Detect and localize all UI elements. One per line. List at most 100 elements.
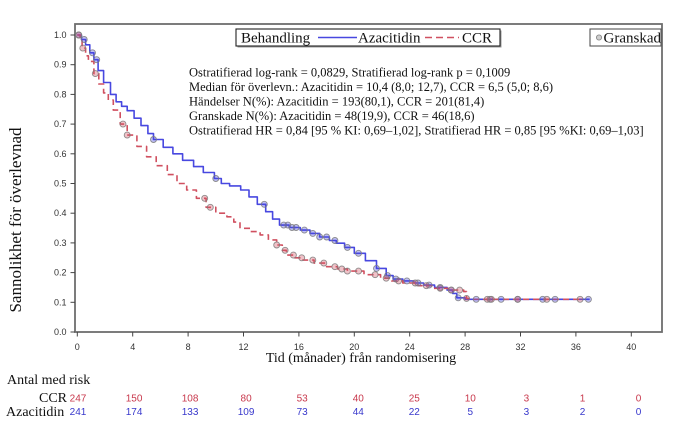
censor-mark-ccr — [309, 256, 317, 264]
censor-legend-label: Granskad — [604, 31, 662, 47]
censor-mark-ccr — [514, 295, 522, 303]
censor-mark-ccr — [463, 294, 470, 302]
censor-mark-ccr — [543, 295, 551, 303]
at-risk-value-ccr: 0 — [636, 394, 642, 405]
censor-mark-azacitidin — [373, 264, 380, 272]
y-tick-label: 0.0 — [54, 327, 67, 337]
censor-mark-azacitidin — [260, 200, 268, 208]
censor-mark-ccr — [371, 271, 379, 279]
x-tick-label: 36 — [571, 342, 581, 352]
x-axis-title: Tid (månader) från randomisering — [266, 351, 456, 366]
stats-events: Händelser N(%): Azacitidin = 193(80,1), … — [189, 95, 484, 109]
censor-mark-ccr — [281, 246, 289, 254]
censor-mark-ccr — [123, 131, 131, 139]
at-risk-value-ccr: 1 — [580, 394, 586, 405]
at-risk-value-azacitidin: 241 — [70, 407, 87, 418]
censor-legend: Granskad — [589, 28, 662, 47]
at-risk-value-ccr: 10 — [465, 394, 477, 405]
x-tick-label: 28 — [460, 342, 470, 352]
legend-box — [235, 28, 501, 47]
at-risk-value-ccr: 3 — [524, 394, 530, 405]
censor-mark-ccr — [273, 241, 281, 249]
x-tick-label: 40 — [626, 342, 636, 352]
y-tick-label: 0.2 — [54, 268, 67, 278]
censor-mark-azacitidin — [323, 233, 331, 241]
x-tick-label: 24 — [405, 342, 415, 352]
y-tick-label: 0.1 — [54, 297, 67, 307]
censor-mark-ccr — [201, 194, 209, 202]
at-risk-value-azacitidin: 5 — [468, 407, 474, 418]
censor-mark-ccr — [576, 295, 584, 303]
censor-mark-azacitidin — [551, 295, 559, 303]
treatment-legend: Behandling Azacitidin CCR — [235, 28, 502, 48]
censor-mark-azacitidin — [212, 175, 220, 182]
censor-mark-azacitidin — [331, 237, 339, 244]
curve-ccr — [77, 34, 581, 301]
at-risk-value-ccr: 25 — [409, 394, 421, 405]
censor-mark-ccr — [487, 295, 495, 303]
censor-mark-ccr — [456, 286, 464, 294]
at-risk-value-ccr: 247 — [70, 394, 87, 405]
censor-mark-azacitidin — [93, 56, 101, 64]
at-risk-value-azacitidin: 2 — [580, 407, 586, 418]
censor-mark-azacitidin — [343, 243, 351, 251]
x-tick-label: 32 — [515, 342, 525, 352]
x-tick-label: 16 — [294, 342, 304, 352]
x-tick-label: 20 — [349, 342, 359, 352]
y-tick-label: 0.3 — [54, 238, 67, 248]
censor-mark-azacitidin — [292, 224, 300, 231]
censor-mark-ccr — [395, 277, 403, 285]
censor-mark-ccr — [331, 263, 339, 271]
censor-mark-ccr — [320, 259, 328, 267]
censor-mark-ccr — [206, 203, 214, 211]
censor-mark-ccr — [91, 70, 99, 78]
at-risk-value-azacitidin: 0 — [636, 407, 642, 418]
y-tick-label: 0.4 — [54, 208, 67, 218]
at-risk-title: Antal med risk — [7, 373, 90, 388]
y-tick-label: 0.5 — [54, 179, 67, 189]
y-tick-label: 0.7 — [54, 119, 67, 129]
at-risk-value-azacitidin: 174 — [126, 407, 143, 418]
at-risk-table: Antal med risk CCR Azacitidin 247 1 5 0 108 8… — [6, 373, 642, 420]
censor-mark-azacitidin — [150, 136, 157, 143]
censor-mark-azacitidin — [403, 277, 411, 285]
stats-median: Median för överlevn.: Azacitidin = 10,4 … — [189, 80, 553, 94]
stats-hazard-ratio: Ostratifierad HR = 0,84 [95 % KI: 0,69–1… — [189, 124, 644, 138]
plot-frame — [74, 23, 663, 333]
censor-mark-ccr — [382, 274, 390, 282]
censor-mark-azacitidin — [89, 49, 96, 57]
x-tick-label: 0 — [75, 342, 80, 352]
at-risk-value-ccr: 53 — [297, 394, 309, 405]
censor-mark-azacitidin — [80, 36, 88, 43]
censor-mark-ccr — [355, 267, 362, 275]
censor-mark-azacitidin — [497, 295, 505, 303]
legend-ccr-label: CCR — [462, 31, 492, 47]
censor-mark-ccr — [119, 120, 127, 128]
legend-title: Behandling — [241, 31, 311, 47]
at-risk-value-azacitidin: 3 — [524, 407, 530, 418]
censor-mark-azacitidin — [309, 229, 317, 237]
censor-mark-ccr — [298, 254, 306, 262]
censor-mark-ccr — [289, 251, 297, 259]
stats-censored: Granskade N(%): Azacitidin = 48(19,9), C… — [189, 109, 475, 123]
at-risk-value-ccr: 80 — [241, 394, 253, 405]
stats-annotation: Ostratifierad log-rank = 0,0829, Stratif… — [189, 66, 644, 138]
censor-mark-azacitidin — [472, 295, 480, 303]
y-tick-label: 0.8 — [54, 89, 67, 99]
at-risk-row-label-ccr: CCR — [39, 391, 68, 406]
censor-mark-azacitidin — [316, 233, 324, 241]
y-tick-label: 0.6 — [54, 149, 67, 159]
censor-mark-ccr — [338, 265, 346, 273]
at-risk-row-label-azacitidin: Azacitidin — [6, 405, 64, 420]
at-risk-value-ccr: 108 — [182, 394, 199, 405]
at-risk-value-azacitidin: 133 — [182, 407, 199, 418]
stats-logrank: Ostratifierad log-rank = 0,0829, Stratif… — [189, 66, 510, 80]
x-tick-label: 4 — [130, 342, 135, 352]
censor-mark-azacitidin — [454, 294, 462, 302]
axes: 0 4 8 12 16 20 24 28 32 36 40 0.0 0.1 0.2 0.3 0.4 0.5 0.6… — [54, 30, 636, 352]
y-axis-title: Sannolikhet för överlevnad — [6, 127, 25, 313]
censor-mark-ccr — [79, 44, 87, 52]
